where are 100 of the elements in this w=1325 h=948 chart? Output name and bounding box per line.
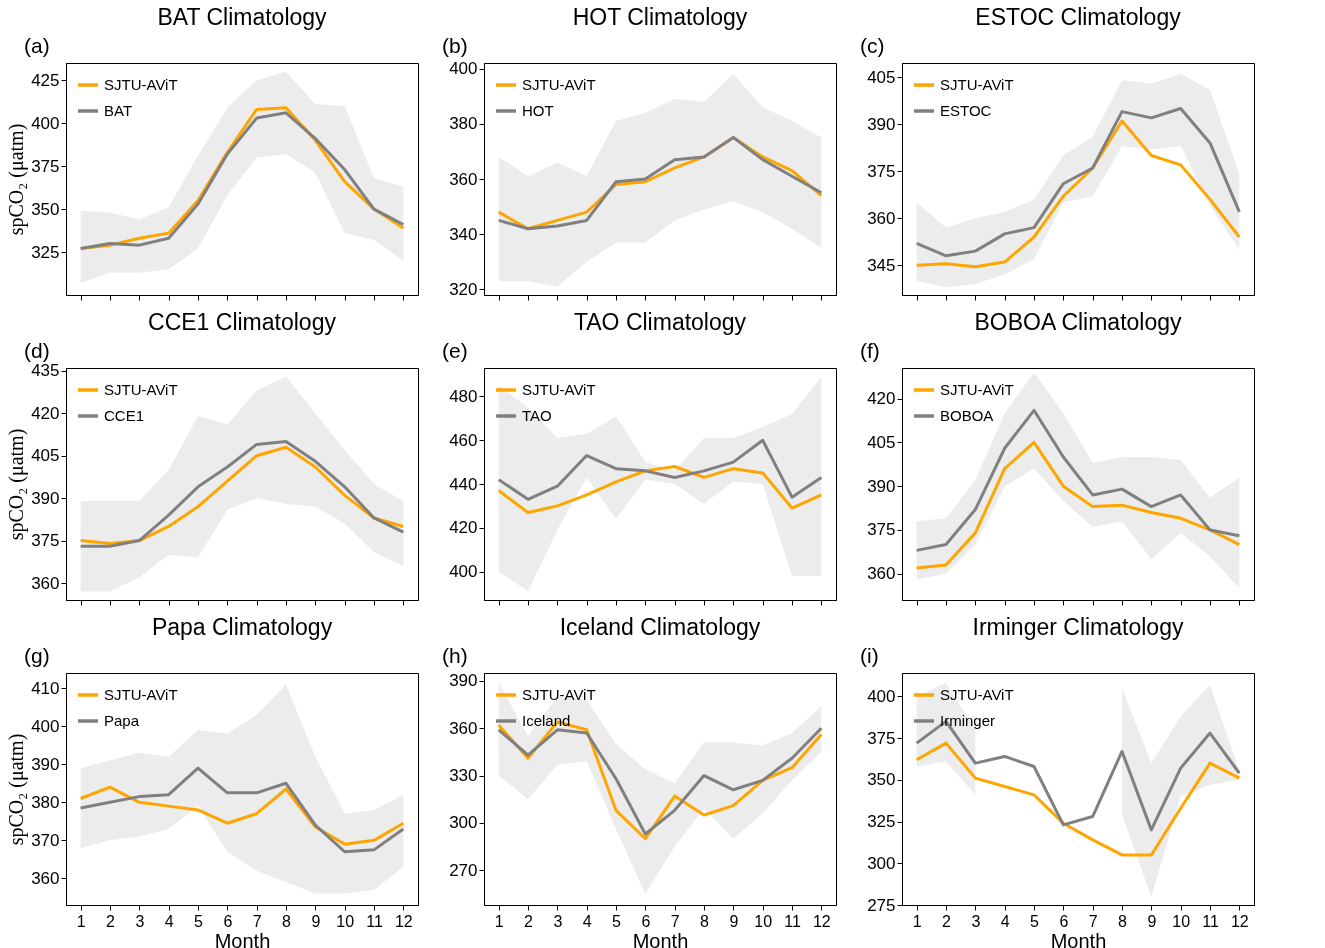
y-tick-label: 390 [449, 671, 478, 691]
x-tick-label: 4 [1000, 912, 1010, 930]
legend-label: SJTU-AViT [522, 76, 596, 93]
x-tick-label: 2 [524, 912, 534, 930]
text: (f) [860, 339, 880, 362]
x-axis-title: Month [214, 929, 271, 948]
x-tick-label: 5 [194, 912, 204, 930]
x-tick-label: 7 [252, 912, 262, 930]
y-axis-title: spCO₂ (μatm) [5, 123, 29, 236]
x-tick-label: 11 [1202, 912, 1219, 930]
y-tick-label: 370 [31, 830, 60, 850]
legend-label: SJTU-AViT [104, 76, 178, 93]
x-tick-label: 3 [135, 912, 145, 930]
text: (i) [860, 644, 879, 667]
legend-label: SJTU-AViT [104, 686, 178, 703]
legend-label: Irminger [940, 712, 996, 729]
y-tick-label: 420 [31, 403, 60, 423]
y-tick-label: 380 [31, 792, 60, 812]
y-tick-label: 360 [449, 169, 478, 189]
y-tick-label: 460 [449, 430, 478, 450]
x-tick-label: 1 [76, 912, 86, 930]
legend-label: BOBOA [940, 407, 994, 424]
y-tick-label: 375 [867, 520, 896, 540]
chart-title: ESTOC Climatology [975, 4, 1182, 30]
y-tick-label: 275 [867, 895, 896, 915]
legend-label: TAO [522, 407, 552, 424]
x-tick-label: 7 [670, 912, 680, 930]
x-tick-label: 8 [700, 912, 710, 930]
x-tick-label: 6 [223, 912, 233, 930]
y-tick-label: 480 [449, 386, 478, 406]
line-series [915, 741, 1241, 857]
x-axis-title: Month [632, 929, 689, 948]
y-tick-label: 435 [31, 361, 60, 381]
legend-label: HOT [522, 102, 554, 119]
y-tick-label: 405 [867, 67, 896, 87]
legend-label: ESTOC [940, 102, 992, 119]
x-tick-label: 12 [394, 912, 413, 930]
chart-title: Papa Climatology [151, 614, 333, 640]
y-tick-label: 360 [31, 868, 60, 888]
y-tick-label: 390 [867, 114, 896, 134]
y-tick-label: 350 [867, 770, 896, 790]
x-tick-label: 11 [784, 912, 801, 930]
x-tick-label: 6 [641, 912, 651, 930]
chart-title: Iceland Climatology [559, 614, 761, 640]
x-tick-label: 5 [612, 912, 622, 930]
text: (d) [24, 339, 50, 362]
y-tick-label: 420 [449, 518, 478, 538]
line-series [497, 438, 823, 501]
y-axis-title: spCO₂ (μatm) [5, 428, 29, 541]
y-tick-label: 380 [449, 114, 478, 134]
text: (b) [442, 34, 468, 57]
x-tick-label: 3 [553, 912, 563, 930]
chart-title: TAO Climatology [573, 309, 747, 335]
y-tick-label: 360 [31, 573, 60, 593]
y-tick-label: 375 [31, 531, 60, 551]
x-tick-label: 8 [1118, 912, 1128, 930]
line-series [79, 785, 405, 846]
line-series [497, 464, 823, 514]
x-tick-label: 9 [729, 912, 739, 930]
y-tick-label: 320 [449, 279, 478, 299]
text: (a) [24, 34, 50, 57]
legend-label: Papa [104, 712, 140, 729]
x-tick-label: 4 [582, 912, 592, 930]
y-tick-label: 375 [867, 161, 896, 181]
line-series [79, 766, 405, 854]
y-tick-label: 405 [31, 446, 60, 466]
line-series [915, 440, 1241, 570]
text: (g) [24, 644, 50, 667]
y-tick-label: 390 [31, 754, 60, 774]
y-tick-label: 300 [867, 853, 896, 873]
y-tick-label: 400 [449, 562, 478, 582]
x-tick-label: 2 [106, 912, 116, 930]
y-tick-label: 325 [31, 242, 60, 262]
chart-title: BOBOA Climatology [974, 309, 1183, 335]
text: (e) [442, 339, 468, 362]
y-tick-label: 400 [867, 686, 896, 706]
y-tick-label: 400 [449, 59, 478, 79]
x-tick-label: 10 [754, 912, 773, 930]
x-tick-label: 4 [164, 912, 174, 930]
x-tick-label: 10 [1172, 912, 1191, 930]
y-axis-title: spCO₂ (μatm) [5, 733, 29, 846]
x-tick-label: 7 [1088, 912, 1098, 930]
x-tick-label: 1 [494, 912, 504, 930]
legend-label: CCE1 [104, 407, 145, 424]
chart-title: CCE1 Climatology [148, 309, 337, 335]
y-tick-label: 330 [449, 766, 478, 786]
y-tick-label: 405 [867, 432, 896, 452]
legend-label: SJTU-AViT [522, 381, 596, 398]
y-tick-label: 440 [449, 474, 478, 494]
y-tick-label: 420 [867, 389, 896, 409]
y-tick-label: 390 [867, 476, 896, 496]
x-tick-label: 5 [1030, 912, 1040, 930]
x-axis-title: Month [1050, 929, 1107, 948]
y-tick-label: 300 [449, 813, 478, 833]
y-tick-label: 325 [867, 812, 896, 832]
y-tick-label: 425 [31, 70, 60, 90]
legend-label: SJTU-AViT [940, 381, 1014, 398]
x-tick-label: 9 [1147, 912, 1157, 930]
y-tick-label: 350 [31, 199, 60, 219]
y-tick-label: 360 [449, 718, 478, 738]
